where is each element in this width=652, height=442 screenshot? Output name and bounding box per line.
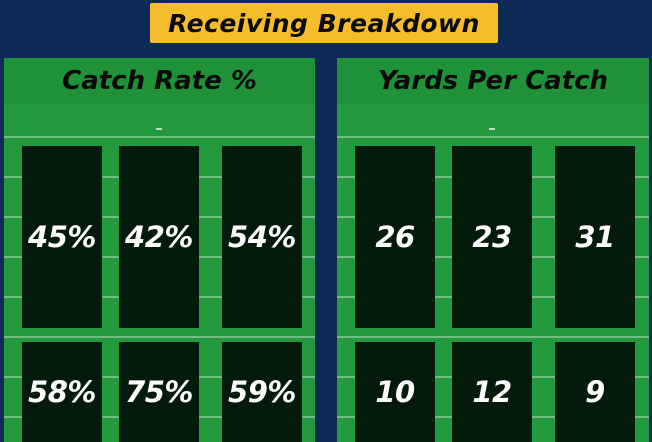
stat-tile: 26 [355, 146, 435, 328]
stat-tile: 42% [119, 146, 199, 328]
stat-value: 59% [228, 375, 296, 409]
stat-value: 45% [28, 220, 96, 254]
stat-tile: 59% [222, 342, 302, 442]
catch-rate-title: Catch Rate % [4, 58, 315, 104]
page-title: Receiving Breakdown [168, 8, 480, 38]
stat-tile: 75% [119, 342, 199, 442]
stat-value: 23 [472, 220, 512, 254]
stat-tile: 58% [22, 342, 102, 442]
stat-value: 9 [585, 375, 605, 409]
stat-tile: 10 [355, 342, 435, 442]
yards-per-catch-panel: Yards Per Catch 26 23 31 10 12 9 [337, 58, 649, 442]
stat-value: 12 [472, 375, 512, 409]
stat-value: 75% [125, 375, 193, 409]
stat-tile: 31 [555, 146, 635, 328]
field-hash-mark [156, 128, 162, 130]
stat-tile: 45% [22, 146, 102, 328]
stat-tile: 9 [555, 342, 635, 442]
stat-value: 54% [228, 220, 296, 254]
stat-tile: 12 [452, 342, 532, 442]
catch-rate-panel: Catch Rate % 45% 42% 54% 58% 75% 59% [4, 58, 315, 442]
title-banner: Receiving Breakdown [150, 3, 498, 43]
yards-per-catch-title: Yards Per Catch [337, 58, 649, 104]
stat-value: 26 [375, 220, 415, 254]
field-hash-mark [489, 128, 495, 130]
stat-tile: 54% [222, 146, 302, 328]
stat-value: 42% [125, 220, 193, 254]
stat-value: 10 [375, 375, 415, 409]
stat-tile: 23 [452, 146, 532, 328]
stat-value: 58% [28, 375, 96, 409]
stat-value: 31 [575, 220, 615, 254]
